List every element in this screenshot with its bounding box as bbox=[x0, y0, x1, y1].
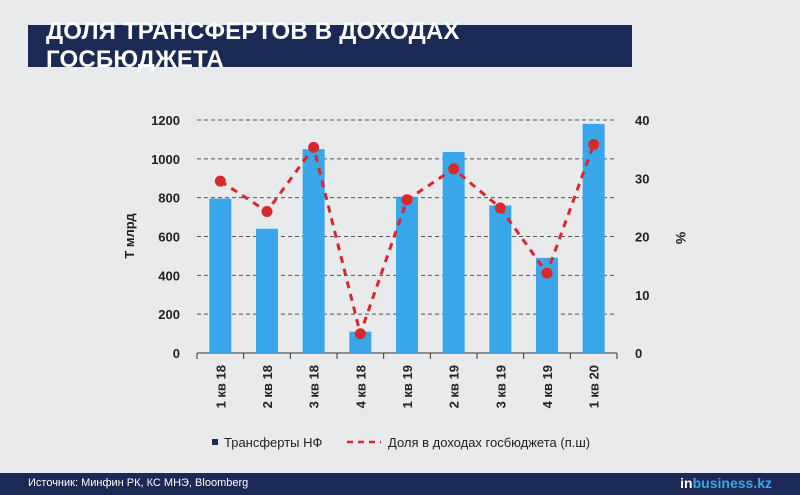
chart-title: ДОЛЯ ТРАНСФЕРТОВ В ДОХОДАХ ГОСБЮДЖЕТА bbox=[46, 18, 460, 73]
x-tick-label: 3 кв 19 bbox=[493, 365, 508, 408]
x-tick-label: 4 кв 19 bbox=[540, 365, 555, 408]
chart-area: 0 200 400 600 800 1000 1200 0 10 20 30 40 Т млрд % 1 к… bbox=[122, 113, 689, 450]
line-point bbox=[308, 141, 320, 153]
y2-tick-label: 30 bbox=[635, 171, 649, 186]
line-point bbox=[354, 328, 366, 340]
legend-bar-label: Трансферты НФ bbox=[224, 435, 323, 450]
legend-bar-swatch bbox=[212, 439, 218, 445]
logo-part-business: business.kz bbox=[692, 475, 772, 491]
x-tick-label: 2 кв 19 bbox=[447, 365, 462, 408]
x-tick-label: 3 кв 18 bbox=[307, 365, 322, 408]
line-point bbox=[494, 202, 506, 214]
bar bbox=[442, 152, 465, 353]
y2-tick-label: 20 bbox=[635, 230, 649, 245]
bar bbox=[489, 205, 512, 353]
y-tick-label: 200 bbox=[158, 307, 180, 322]
y-tick-label: 600 bbox=[158, 230, 180, 245]
logo-part-in: in bbox=[680, 475, 693, 491]
y-tick-label: 1200 bbox=[151, 113, 180, 128]
y2-tick-label: 40 bbox=[635, 113, 649, 128]
y-axis-title: Т млрд bbox=[122, 213, 137, 259]
y-tick-label: 400 bbox=[158, 268, 180, 283]
bar bbox=[396, 196, 418, 353]
brand-logo: inbusiness.kz bbox=[680, 475, 772, 491]
title-banner: ДОЛЯ ТРАНСФЕРТОВ В ДОХОДАХ ГОСБЮДЖЕТА bbox=[28, 18, 632, 73]
y2-axis-title: % bbox=[673, 232, 689, 245]
x-tick-label: 1 кв 20 bbox=[587, 365, 602, 408]
line-point bbox=[401, 194, 413, 206]
source-note: Источник: Минфин РК, КС МНЭ, Bloomberg bbox=[28, 477, 249, 489]
footer-bar: Источник: Минфин РК, КС МНЭ, Bloomberg i… bbox=[0, 473, 800, 495]
x-tick-label: 2 кв 18 bbox=[260, 365, 275, 408]
line-point bbox=[448, 163, 460, 175]
bar bbox=[256, 228, 278, 353]
bar bbox=[582, 123, 605, 353]
line-point bbox=[541, 267, 553, 279]
x-tick-label: 4 кв 18 bbox=[353, 365, 368, 408]
x-tick-label: 1 кв 18 bbox=[213, 365, 228, 408]
bar bbox=[349, 331, 372, 353]
y2-tick-label: 10 bbox=[635, 288, 649, 303]
line-point bbox=[588, 138, 600, 150]
bar bbox=[209, 198, 232, 353]
line-point bbox=[261, 205, 273, 217]
x-tick-label: 1 кв 19 bbox=[400, 365, 415, 408]
line-point bbox=[214, 175, 226, 187]
y-tick-label: 0 bbox=[173, 346, 180, 361]
bar bbox=[302, 149, 325, 353]
y-tick-label: 800 bbox=[158, 191, 180, 206]
y-tick-label: 1000 bbox=[151, 152, 180, 167]
bar bbox=[536, 257, 558, 353]
legend-line-label: Доля в доходах госбюджета (п.ш) bbox=[388, 435, 590, 450]
y2-tick-label: 0 bbox=[635, 346, 642, 361]
